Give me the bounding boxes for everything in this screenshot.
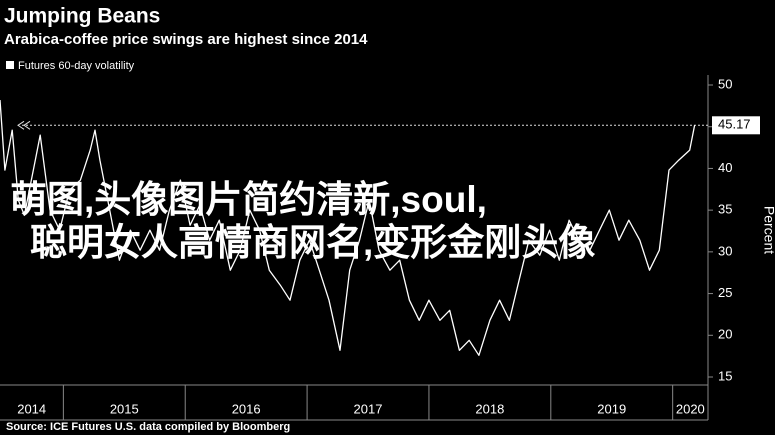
source-note: Source: ICE Futures U.S. data compiled b… (6, 421, 290, 433)
legend-swatch (6, 61, 14, 69)
x-tick-label: 2020 (676, 401, 705, 416)
x-tick-label: 2017 (354, 401, 383, 416)
y-tick-label: 25 (718, 285, 732, 300)
legend-label: Futures 60-day volatility (18, 60, 135, 72)
chart-subtitle: Arabica-coffee price swings are highest … (4, 31, 368, 48)
last-value-box (712, 116, 760, 135)
y-tick-label: 20 (718, 327, 732, 342)
overlay-text: 萌图,头像图片简约清新,soul, (10, 179, 487, 220)
x-tick-label: 2016 (232, 401, 261, 416)
x-tick-label: 2019 (597, 401, 626, 416)
y-tick-label: 35 (718, 202, 732, 217)
x-tick-label: 2015 (110, 401, 139, 416)
y-tick-label: 15 (718, 368, 732, 383)
data-line (0, 99, 696, 356)
chart-title: Jumping Beans (4, 5, 160, 28)
last-value-arrow (17, 120, 31, 130)
y-axis-label: Percent (761, 206, 775, 254)
overlay-text: 聪明女人高情商网名,变形金刚头像 (30, 221, 595, 263)
y-tick-label: 40 (718, 160, 732, 175)
last-value-label: 45.17 (718, 117, 751, 132)
x-tick-label: 2018 (475, 401, 504, 416)
y-tick-label: 50 (718, 76, 732, 91)
x-tick-label: 2014 (17, 401, 46, 416)
y-tick-label: 30 (718, 243, 732, 258)
